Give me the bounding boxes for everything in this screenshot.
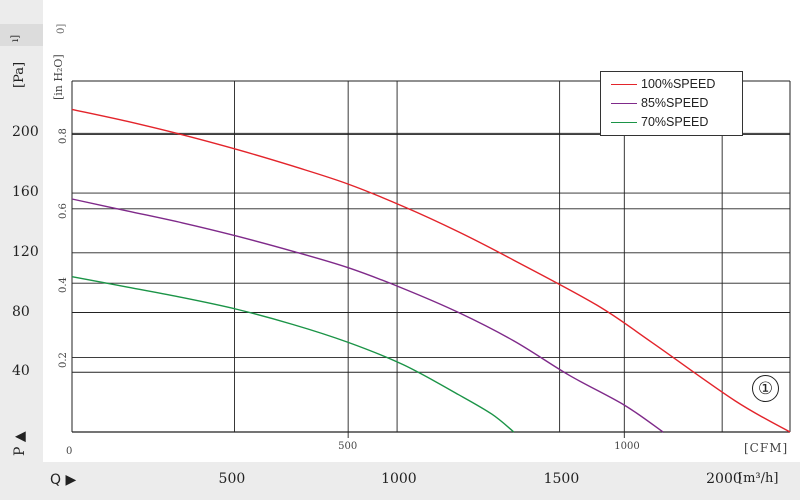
legend-swatch-70 [611,121,637,123]
inh2o-tick-label: 0.4 [58,277,69,294]
pressure-axis-band [0,0,43,462]
legend-swatch-100 [611,83,637,85]
inh2o-tick-label: 0.2 [58,351,69,368]
header-cap [0,24,43,46]
legend-swatch-85 [611,102,637,104]
m3h-unit-label: [m³/h] [738,471,779,486]
series-line-85pct-speed [71,198,664,433]
origin-zero-label: 0 [66,446,73,457]
cfm-tick-label: 500 [338,441,358,452]
series-lines [71,108,791,433]
legend-label-85: 85%SPEED [641,96,709,110]
grid-lines [71,80,791,438]
pressure-symbol: P ▲ [12,431,28,456]
pa-tick-label: 160 [12,184,39,201]
series-line-100pct-speed [71,108,791,433]
cfm-tick-label: 1000 [614,441,640,452]
m3h-tick-label: 1500 [543,471,580,487]
m3h-tick-label: 2000 [706,471,742,487]
inh2o-unit-label: [in H₂O] [52,54,65,100]
m3h-tick-label: 1000 [381,471,417,487]
inh2o-tick-label: 0.6 [58,202,69,219]
legend-item-100: 100%SPEED [611,75,715,93]
inh2o-tick-label: 0.8 [58,128,69,145]
pa-tick-label: 40 [12,363,30,380]
pa-tick-label: 80 [12,303,30,320]
legend-label-100: 100%SPEED [641,77,716,91]
pa-unit-label: [Pa] [12,61,27,88]
curve-number-badge: ① [752,375,779,402]
legend-item-85: 85%SPEED [611,94,708,112]
legend-item-70: 70%SPEED [611,113,708,131]
series-line-70pct-speed [71,276,515,433]
cfm-unit-label: [CFM] [744,441,789,455]
pa-tick-label: 200 [12,124,39,141]
legend: 100%SPEED 85%SPEED 70%SPEED [600,71,743,136]
legend-label-70: 70%SPEED [641,115,709,129]
flow-axis-band [0,462,800,500]
flow-symbol: Q ▶ [50,472,77,488]
m3h-tick-label: 500 [218,471,246,487]
pa-tick-label: 120 [12,243,39,260]
